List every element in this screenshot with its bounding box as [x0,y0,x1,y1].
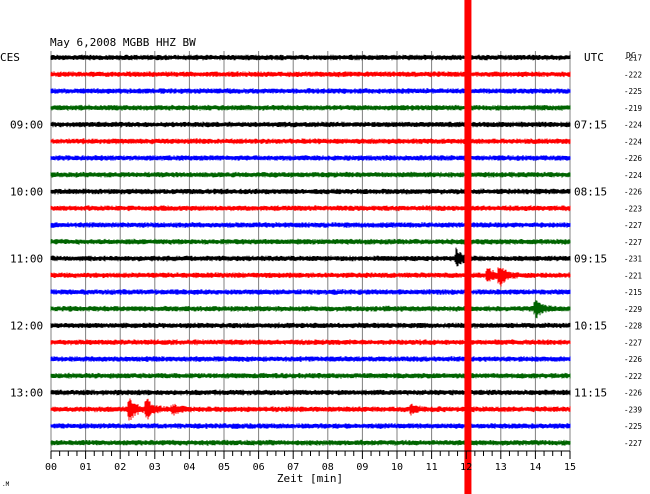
dc-offset-label: -227 [624,221,642,230]
x-tick-label: 14 [529,462,541,473]
x-tick-label: 07 [287,462,299,473]
trace-line-22 [50,398,571,421]
trace-line-2 [50,71,571,78]
dc-offset-label: -221 [624,271,642,280]
x-tick-label: 05 [218,462,230,473]
dc-offset-label: -215 [624,288,642,297]
local-time-label: 10:00 [10,186,43,199]
x-tick-label: 08 [322,462,334,473]
x-axis-label: Zeit [min] [277,472,343,485]
x-tick-label: 01 [80,462,92,473]
dc-offset-label: -227 [624,439,642,448]
local-time-label: 09:00 [10,119,43,132]
x-tick-label: 12 [460,462,472,473]
utc-time-label: 10:15 [574,320,607,333]
current-time-bar [464,0,472,494]
x-tick-label: 09 [356,462,368,473]
left-axis-label: CES [0,51,20,64]
dc-offset-label: -217 [624,54,642,63]
utc-time-label: 09:15 [574,253,607,266]
dc-offset-label: -222 [624,372,642,381]
trace-line-6 [50,138,571,145]
local-time-labels: 09:00 10:00 11:00 12:00 13:00 [10,119,43,400]
trace-line-4 [50,104,571,111]
utc-time-labels: 07:15 08:15 09:15 10:15 11:15 [574,119,607,400]
trace-line-17 [50,322,571,329]
dc-offset-label: -229 [624,305,642,314]
dc-offset-label: -225 [624,422,642,431]
x-tick-label: 04 [183,462,195,473]
trace-line-21 [50,389,571,396]
trace-line-20 [50,372,571,379]
dc-offset-label: -228 [624,322,643,331]
dc-offset-label: -226 [624,154,643,163]
local-time-label: 12:00 [10,320,43,333]
utc-time-label: 08:15 [574,186,607,199]
dc-offset-label: -224 [624,137,643,146]
seismogram-traces [50,54,571,446]
dc-offset-label: -224 [624,171,643,180]
x-tick-label: 03 [149,462,161,473]
current-time-marker [464,0,472,494]
trace-line-9 [50,188,571,195]
utc-time-label: 07:15 [574,119,607,132]
dc-offset-labels: -217 -222 -225 -219 -224 -224 -226 -224 -226 -223… [624,54,643,448]
dc-offset-label: -226 [624,389,643,398]
trace-line-23 [50,423,571,429]
dc-offset-label: -226 [624,355,643,364]
trace-line-10 [50,205,571,212]
dc-offset-label: -227 [624,238,642,247]
corner-mark: .M [2,481,10,488]
dc-offset-label: -239 [624,405,642,414]
trace-line-3 [50,88,571,94]
trace-line-11 [50,222,571,228]
x-tick-label: 11 [426,462,438,473]
x-tick-label: 06 [253,462,265,473]
trace-line-7 [50,155,571,161]
trace-line-16 [50,300,571,319]
x-tick-label: 13 [495,462,507,473]
chart-title: May 6,2008 MGBB HHZ BW [50,36,196,49]
trace-line-12 [50,238,571,245]
local-time-label: 13:00 [10,387,43,400]
utc-time-label: 11:15 [574,387,607,400]
trace-line-1 [50,54,571,61]
trace-line-5 [50,121,571,128]
dc-offset-label: -227 [624,338,642,347]
x-tick-label: 15 [564,462,576,473]
dc-offset-label: -225 [624,87,642,96]
trace-line-13 [50,247,571,267]
trace-line-15 [50,289,571,295]
trace-line-14 [50,267,571,287]
trace-line-19 [50,356,571,362]
x-tick-label: 02 [114,462,126,473]
dc-offset-label: -223 [624,204,642,213]
dc-offset-label: -226 [624,188,643,197]
trace-line-24 [50,439,571,446]
trace-line-18 [50,339,571,346]
dc-offset-label: -224 [624,121,643,130]
x-tick-label: 10 [391,462,403,473]
x-axis: 00 01 02 03 04 05 06 07 08 09 10 11 12 13 14 15 [45,450,576,473]
dc-offset-label: -219 [624,104,642,113]
dc-offset-label: -222 [624,70,642,79]
right-axis-label: UTC [584,51,604,64]
x-tick-label: 00 [45,462,57,473]
trace-line-8 [50,171,571,178]
dc-offset-label: -231 [624,255,642,264]
local-time-label: 11:00 [10,253,43,266]
dc-label: DC [626,51,636,60]
